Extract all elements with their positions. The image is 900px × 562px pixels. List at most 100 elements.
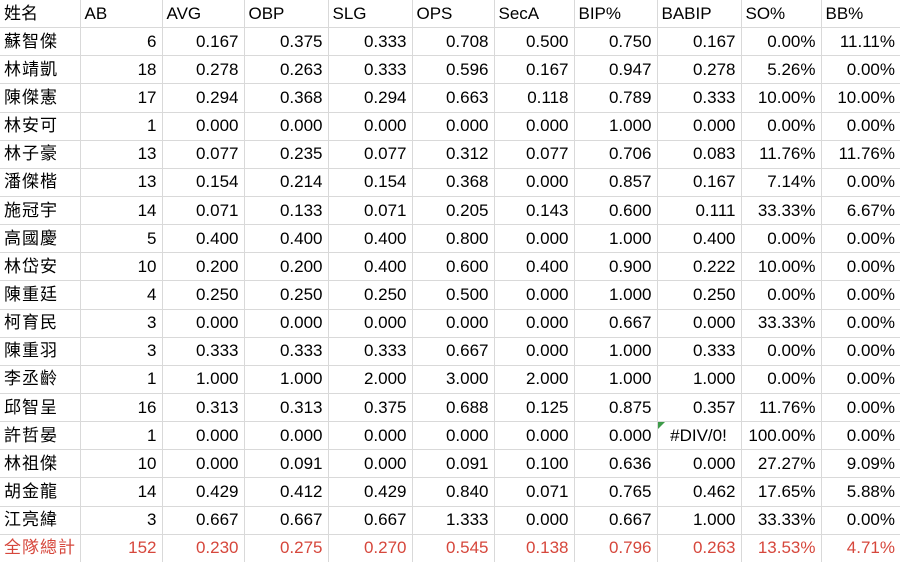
stat-value-cell[interactable]: 0.000 xyxy=(494,309,575,338)
stat-value-cell[interactable]: 10.00% xyxy=(821,83,900,113)
stat-value-cell[interactable]: 1.000 xyxy=(574,112,658,141)
stat-value-cell[interactable]: 11.76% xyxy=(821,140,900,169)
stat-value-cell[interactable]: 0.333 xyxy=(657,337,742,366)
stat-value-cell[interactable]: 0.077 xyxy=(162,140,245,169)
stat-value-cell[interactable]: 0.400 xyxy=(494,252,575,282)
stat-value-cell[interactable]: 0.000 xyxy=(657,309,742,338)
stat-value-cell[interactable]: 2.000 xyxy=(328,365,413,394)
stat-value-cell[interactable]: 0.600 xyxy=(574,196,658,226)
stat-value-cell[interactable]: 0.222 xyxy=(657,252,742,282)
stat-value-cell[interactable]: 0.357 xyxy=(657,393,742,423)
total-value-cell[interactable]: 0.138 xyxy=(494,534,575,562)
stat-value-cell[interactable]: 5.88% xyxy=(821,477,900,507)
player-name-cell[interactable]: 胡金龍 xyxy=(0,477,81,507)
player-name-cell[interactable]: 許哲晏 xyxy=(0,421,81,451)
stat-value-cell[interactable]: 13 xyxy=(80,168,163,197)
stat-value-cell[interactable]: 0.400 xyxy=(244,224,329,254)
player-name-cell[interactable]: 柯育民 xyxy=(0,309,81,338)
stat-value-cell[interactable]: 0.000 xyxy=(412,309,495,338)
player-name-cell[interactable]: 邱智呈 xyxy=(0,393,81,423)
stat-value-cell[interactable]: 0.667 xyxy=(574,506,658,535)
stat-value-cell[interactable]: 0.000 xyxy=(328,449,413,479)
stat-value-cell[interactable]: 10.00% xyxy=(741,83,822,113)
stat-value-cell[interactable]: 0.214 xyxy=(244,168,329,197)
stat-value-cell[interactable]: 0.118 xyxy=(494,83,575,113)
stat-value-cell[interactable]: 6 xyxy=(80,27,163,57)
stat-value-cell[interactable]: 0.368 xyxy=(244,83,329,113)
player-name-cell[interactable]: 施冠宇 xyxy=(0,196,81,226)
stat-value-cell[interactable]: 2.000 xyxy=(494,365,575,394)
stat-value-cell[interactable]: 17.65% xyxy=(741,477,822,507)
stat-value-cell[interactable]: 0.000 xyxy=(244,421,329,451)
stat-value-cell[interactable]: 10 xyxy=(80,252,163,282)
stat-value-cell[interactable]: 18 xyxy=(80,55,163,85)
stat-value-cell[interactable]: 100.00% xyxy=(741,421,822,451)
stat-value-cell[interactable]: 0.313 xyxy=(162,393,245,423)
total-value-cell[interactable]: 152 xyxy=(80,534,163,562)
header-cell-bip[interactable]: BIP% xyxy=(574,0,658,29)
stat-value-cell[interactable]: 1.000 xyxy=(574,280,658,310)
stat-value-cell[interactable]: 1.000 xyxy=(657,506,742,535)
stat-value-cell[interactable]: 0.00% xyxy=(821,365,900,394)
stat-value-cell[interactable]: 0.00% xyxy=(741,224,822,254)
stat-value-cell[interactable]: 0.00% xyxy=(741,27,822,57)
stat-value-cell[interactable]: 0.500 xyxy=(412,280,495,310)
stat-value-cell[interactable]: 0.000 xyxy=(328,112,413,141)
stat-value-cell[interactable]: 0.000 xyxy=(494,224,575,254)
stat-value-cell[interactable]: 0.00% xyxy=(741,365,822,394)
stat-value-cell[interactable]: 11.76% xyxy=(741,140,822,169)
stat-value-cell[interactable]: 1.000 xyxy=(574,224,658,254)
stat-value-cell[interactable]: 0.083 xyxy=(657,140,742,169)
stat-value-cell[interactable]: 0.333 xyxy=(162,337,245,366)
stat-value-cell[interactable]: 0.200 xyxy=(162,252,245,282)
total-value-cell[interactable]: 0.230 xyxy=(162,534,245,562)
stat-value-cell[interactable]: 0.00% xyxy=(821,55,900,85)
stat-value-cell[interactable]: 0.100 xyxy=(494,449,575,479)
stat-value-cell[interactable]: 0.00% xyxy=(821,224,900,254)
stat-value-cell[interactable]: 0.00% xyxy=(821,168,900,197)
stat-value-cell[interactable]: 0.250 xyxy=(657,280,742,310)
stat-value-cell[interactable]: 6.67% xyxy=(821,196,900,226)
stat-value-cell[interactable]: 0.00% xyxy=(821,337,900,366)
stat-value-cell[interactable]: 0.429 xyxy=(162,477,245,507)
header-cell-obp[interactable]: OBP xyxy=(244,0,329,29)
player-name-cell[interactable]: 潘傑楷 xyxy=(0,168,81,197)
stat-value-cell[interactable]: 0.00% xyxy=(821,280,900,310)
total-value-cell[interactable]: 0.275 xyxy=(244,534,329,562)
stat-value-cell[interactable]: 0.125 xyxy=(494,393,575,423)
stat-value-cell[interactable]: 0.000 xyxy=(244,112,329,141)
stat-value-cell[interactable]: 0.789 xyxy=(574,83,658,113)
stat-value-cell[interactable]: 0.167 xyxy=(657,27,742,57)
stat-value-cell[interactable]: 0.235 xyxy=(244,140,329,169)
stat-value-cell[interactable]: 0.412 xyxy=(244,477,329,507)
stat-value-cell[interactable]: 0.000 xyxy=(162,309,245,338)
error-cell[interactable]: #DIV/0! xyxy=(657,421,742,451)
header-cell-bb[interactable]: BB% xyxy=(821,0,900,29)
stat-value-cell[interactable]: 0.000 xyxy=(328,309,413,338)
player-name-cell[interactable]: 林岱安 xyxy=(0,252,81,282)
stat-value-cell[interactable]: 0.000 xyxy=(494,421,575,451)
stat-value-cell[interactable]: 0.000 xyxy=(657,112,742,141)
stat-value-cell[interactable]: 0.500 xyxy=(494,27,575,57)
stat-value-cell[interactable]: 0.167 xyxy=(494,55,575,85)
player-name-cell[interactable]: 陳重廷 xyxy=(0,280,81,310)
stat-value-cell[interactable]: 0.167 xyxy=(162,27,245,57)
stat-value-cell[interactable]: 0.294 xyxy=(328,83,413,113)
stat-value-cell[interactable]: 0.071 xyxy=(328,196,413,226)
stat-value-cell[interactable]: 0.667 xyxy=(244,506,329,535)
stat-value-cell[interactable]: 0.368 xyxy=(412,168,495,197)
stat-value-cell[interactable]: 0.596 xyxy=(412,55,495,85)
stat-value-cell[interactable]: 0.071 xyxy=(494,477,575,507)
stat-value-cell[interactable]: 0.00% xyxy=(741,112,822,141)
stat-value-cell[interactable]: 0.000 xyxy=(162,112,245,141)
stat-value-cell[interactable]: 33.33% xyxy=(741,506,822,535)
stat-value-cell[interactable]: 0.000 xyxy=(244,309,329,338)
stat-value-cell[interactable]: 10 xyxy=(80,449,163,479)
stat-value-cell[interactable]: 0.000 xyxy=(494,506,575,535)
stat-value-cell[interactable]: 0.765 xyxy=(574,477,658,507)
stat-value-cell[interactable]: 0.857 xyxy=(574,168,658,197)
player-name-cell[interactable]: 蘇智傑 xyxy=(0,27,81,57)
stat-value-cell[interactable]: 1.000 xyxy=(244,365,329,394)
player-name-cell[interactable]: 江亮緯 xyxy=(0,506,81,535)
stat-value-cell[interactable]: 0.750 xyxy=(574,27,658,57)
